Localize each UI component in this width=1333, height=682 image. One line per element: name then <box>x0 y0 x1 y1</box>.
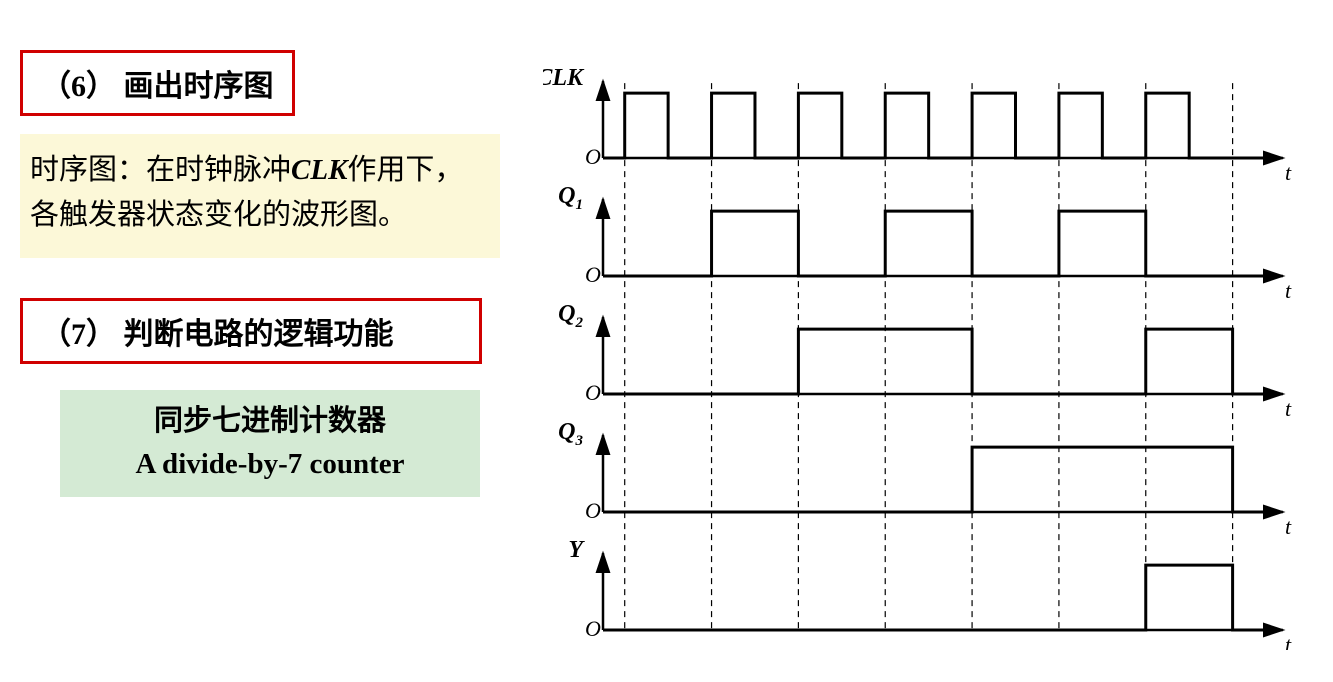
step7-label: （7） 判断电路的逻辑功能 <box>41 318 394 351</box>
answer-en: A divide-by-7 counter <box>135 448 404 480</box>
svg-text:Q3: Q3 <box>558 419 583 449</box>
left-column: （6） 画出时序图 时序图：在时钟脉冲CLK作用下，各触发器状态变化的波形图。 … <box>20 50 520 497</box>
svg-text:O: O <box>585 380 601 405</box>
svg-text:Q1: Q1 <box>558 183 583 213</box>
answer-cn: 同步七进制计数器 <box>154 405 386 437</box>
svg-text:CLK: CLK <box>543 65 585 91</box>
timing-diagram: OtCLKOtQ1OtQ2OtQ3OtY <box>543 30 1313 655</box>
desc-pre: 时序图：在时钟脉冲 <box>30 154 291 186</box>
svg-text:t: t <box>1285 514 1292 539</box>
step6-heading: （6） 画出时序图 <box>20 50 295 116</box>
step6-label: （6） 画出时序图 <box>41 70 274 103</box>
svg-text:O: O <box>585 616 601 641</box>
timing-description: 时序图：在时钟脉冲CLK作用下，各触发器状态变化的波形图。 <box>20 134 500 258</box>
svg-text:Q2: Q2 <box>558 301 583 331</box>
step7-heading: （7） 判断电路的逻辑功能 <box>20 298 482 364</box>
desc-clk: CLK <box>291 154 347 186</box>
svg-text:O: O <box>585 144 601 169</box>
answer-box: 同步七进制计数器 A divide-by-7 counter <box>60 390 480 497</box>
svg-text:O: O <box>585 262 601 287</box>
svg-text:t: t <box>1285 160 1292 185</box>
svg-text:t: t <box>1285 632 1292 650</box>
timing-svg: OtCLKOtQ1OtQ2OtQ3OtY <box>543 30 1313 650</box>
svg-text:t: t <box>1285 278 1292 303</box>
svg-text:O: O <box>585 498 601 523</box>
svg-text:t: t <box>1285 396 1292 421</box>
svg-text:Y: Y <box>568 537 585 563</box>
